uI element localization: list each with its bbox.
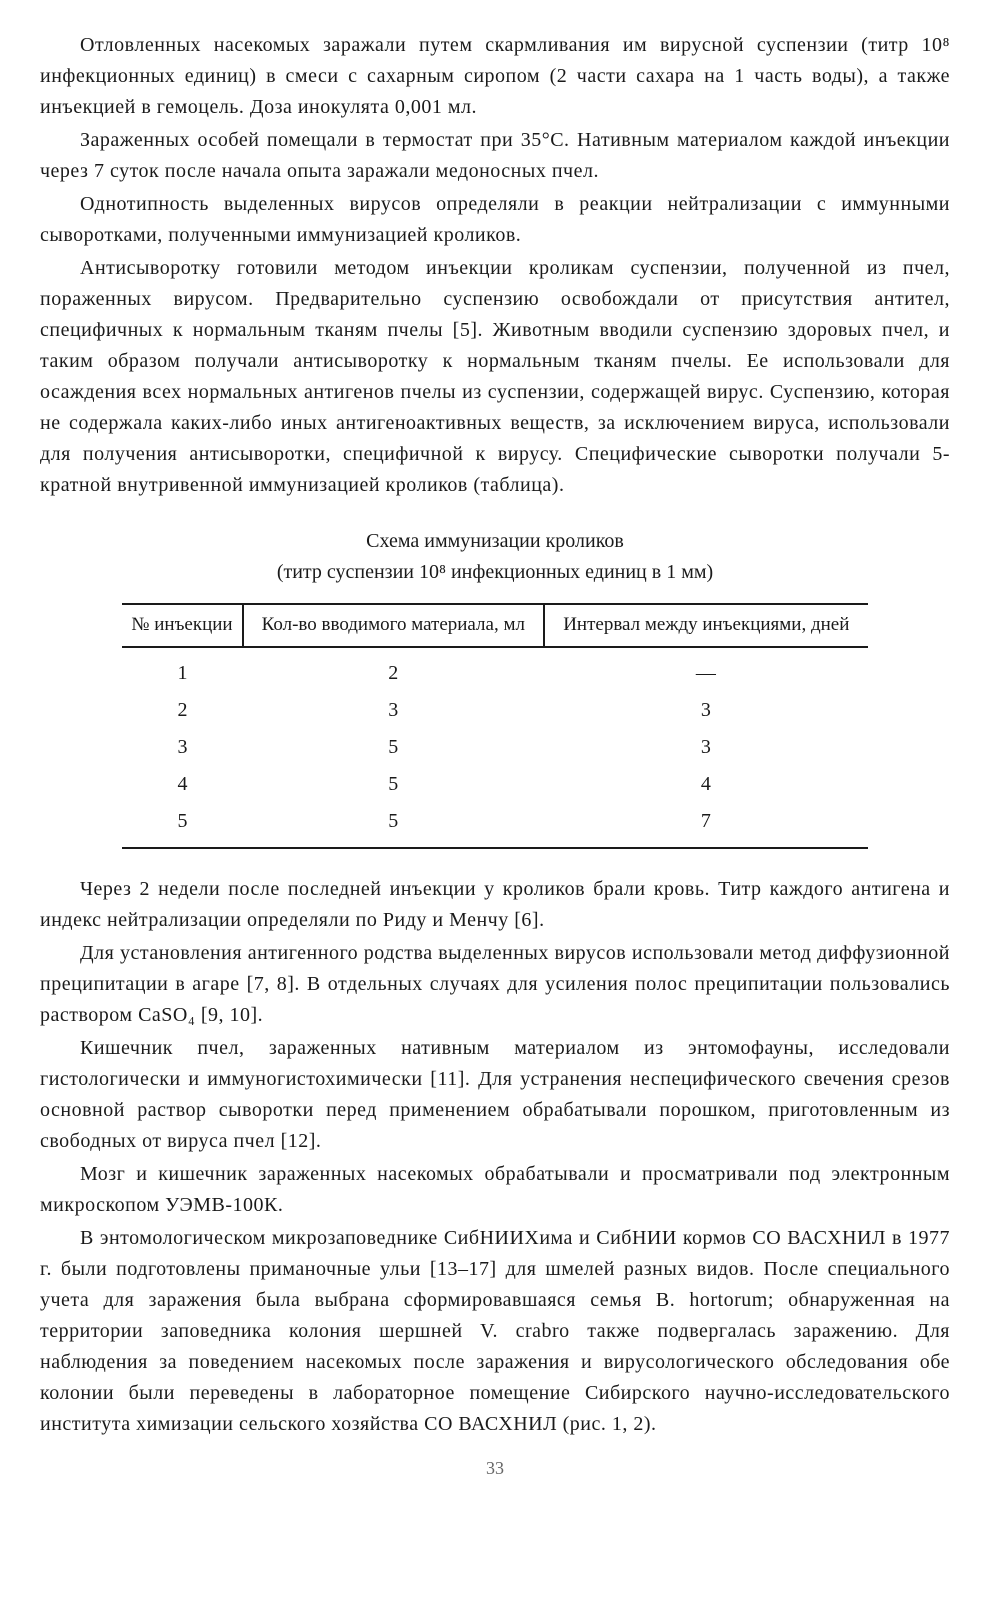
table-cell: 3: [544, 692, 869, 729]
table-cell: 4: [122, 766, 243, 803]
body-paragraph: Антисыворотку готовили методом инъекции …: [40, 253, 950, 501]
paragraphs-after: Через 2 недели после последней инъекции …: [40, 874, 950, 1440]
table-cell: 5: [122, 803, 243, 848]
table-row: 1 2 —: [122, 647, 868, 692]
table-row: 2 3 3: [122, 692, 868, 729]
table-header-cell: Кол-во вводимого материала, мл: [243, 604, 543, 647]
table-row: 4 5 4: [122, 766, 868, 803]
table-cell: 5: [243, 803, 543, 848]
body-paragraph: В энтомологическом микрозаповеднике СибН…: [40, 1223, 950, 1440]
table-cell: 2: [122, 692, 243, 729]
body-paragraph: Кишечник пчел, зараженных нативным матер…: [40, 1033, 950, 1157]
table-row: 5 5 7: [122, 803, 868, 848]
table-header-cell: Интервал между инъекциями, дней: [544, 604, 869, 647]
body-paragraph: Для установления антигенного родства выд…: [40, 938, 950, 1031]
paragraphs-before: Отловленных насекомых заражали путем ска…: [40, 30, 950, 501]
table-cell: 4: [544, 766, 869, 803]
table-row: 3 5 3: [122, 729, 868, 766]
table-cell: 1: [122, 647, 243, 692]
table-cell: 2: [243, 647, 543, 692]
table-cell: 7: [544, 803, 869, 848]
table-cell: 3: [243, 692, 543, 729]
immunization-table: № инъекции Кол-во вводимого материала, м…: [122, 603, 868, 849]
body-paragraph: Зараженных особей помещали в термостат п…: [40, 125, 950, 187]
table-header-row: № инъекции Кол-во вводимого материала, м…: [122, 604, 868, 647]
table-cell: 3: [122, 729, 243, 766]
body-paragraph: Однотипность выделенных вирусов определя…: [40, 189, 950, 251]
body-paragraph: Через 2 недели после последней инъекции …: [40, 874, 950, 936]
table-title: Схема иммунизации кроликов: [40, 526, 950, 557]
page-number: 33: [40, 1455, 950, 1483]
table-cell: —: [544, 647, 869, 692]
table-subtitle: (титр суспензии 10⁸ инфекционных единиц …: [40, 557, 950, 588]
table-cell: 5: [243, 729, 543, 766]
table-cell: 5: [243, 766, 543, 803]
table-header-cell: № инъекции: [122, 604, 243, 647]
body-paragraph: Мозг и кишечник зараженных насекомых обр…: [40, 1159, 950, 1221]
body-paragraph: Отловленных насекомых заражали путем ска…: [40, 30, 950, 123]
table-cell: 3: [544, 729, 869, 766]
